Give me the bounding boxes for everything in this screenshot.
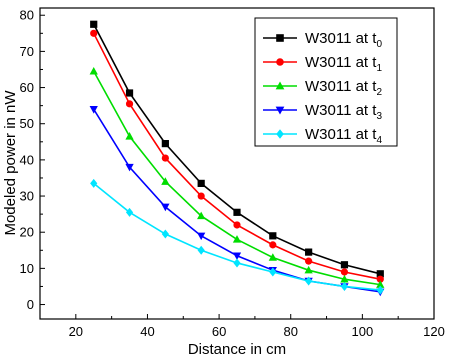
data-point [305, 257, 313, 265]
legend-items: W3011 at t0 W3011 at t1 W3011 at t2 W3011 a… [263, 30, 382, 146]
series-0 [90, 20, 384, 278]
data-point [340, 268, 349, 276]
data-point [197, 245, 205, 255]
data-point [90, 20, 98, 28]
y-tick-label: 60 [20, 80, 34, 95]
data-point [161, 203, 170, 212]
legend-item: W3011 at t3 [263, 102, 382, 122]
data-point [305, 276, 313, 286]
legend-label: W3011 at t3 [305, 102, 382, 122]
legend: W3011 at t0 W3011 at t1 W3011 at t2 W3011 a… [254, 17, 398, 147]
data-point [269, 267, 277, 277]
x-tick-label: 80 [283, 324, 297, 339]
y-tick-label: 70 [20, 44, 34, 59]
data-point [340, 274, 349, 283]
data-point [161, 177, 170, 185]
data-point [197, 192, 205, 200]
data-point [269, 232, 277, 240]
data-point [340, 281, 349, 291]
y-tick-label: 50 [20, 116, 34, 131]
data-point [89, 106, 98, 114]
data-point [161, 140, 169, 148]
y-tick-label: 80 [20, 8, 34, 23]
legend-item: W3011 at t2 [263, 78, 382, 98]
x-tick-label: 120 [423, 324, 445, 339]
legend-label: W3011 at t4 [305, 126, 382, 146]
data-point [197, 179, 205, 187]
series-4 [90, 178, 384, 295]
data-point [340, 261, 349, 269]
y-tick-label: 20 [20, 225, 34, 240]
data-point [233, 258, 241, 268]
legend-item: W3011 at t1 [263, 54, 382, 74]
legend-marker [276, 34, 284, 42]
legend-label: W3011 at t1 [305, 54, 382, 74]
data-point [197, 211, 206, 220]
legend-marker [275, 81, 285, 90]
series-2 [89, 66, 385, 288]
data-point [125, 132, 134, 140]
data-point [304, 265, 313, 274]
x-tick-label: 40 [140, 324, 154, 339]
data-point [125, 89, 134, 97]
data-point [376, 280, 385, 288]
x-axis-label: Distance in cm [188, 341, 286, 358]
legend-item: W3011 at t0 [263, 30, 382, 50]
data-point [232, 252, 242, 261]
data-point [161, 154, 169, 162]
data-point [161, 229, 169, 239]
data-point [90, 29, 98, 37]
y-tick-label: 0 [27, 297, 34, 312]
y-tick-label: 40 [20, 152, 34, 167]
data-point [125, 207, 134, 217]
ticks-layer: 20 40 60 80 100 120 0 10 20 30 40 50 60 70 80 [20, 8, 445, 339]
data-point [197, 232, 206, 241]
data-point [376, 270, 384, 278]
legend-label: W3011 at t0 [305, 30, 382, 50]
legend-label: W3011 at t2 [305, 78, 382, 98]
data-point [376, 285, 384, 295]
y-tick-label: 10 [20, 261, 34, 276]
data-point [232, 235, 242, 243]
data-point [269, 241, 277, 249]
y-tick-label: 30 [20, 189, 34, 204]
y-axis-label: Modeled power in nW [2, 90, 19, 236]
data-point [233, 221, 241, 229]
legend-item: W3011 at t4 [263, 126, 382, 146]
data-point [376, 275, 384, 283]
plot-frame [39, 7, 435, 320]
data-point [268, 253, 277, 261]
series-1 [90, 29, 384, 283]
legend-marker [276, 129, 284, 139]
legend-marker [276, 58, 284, 66]
x-tick-label: 100 [352, 324, 374, 339]
data-point [233, 208, 241, 216]
series-layer [89, 20, 385, 297]
x-tick-label: 20 [69, 324, 83, 339]
data-point [125, 163, 134, 172]
data-point [305, 248, 313, 256]
data-point [89, 66, 98, 75]
data-point [125, 100, 134, 108]
data-point [90, 178, 98, 188]
x-tick-label: 60 [212, 324, 226, 339]
legend-marker [275, 106, 285, 115]
